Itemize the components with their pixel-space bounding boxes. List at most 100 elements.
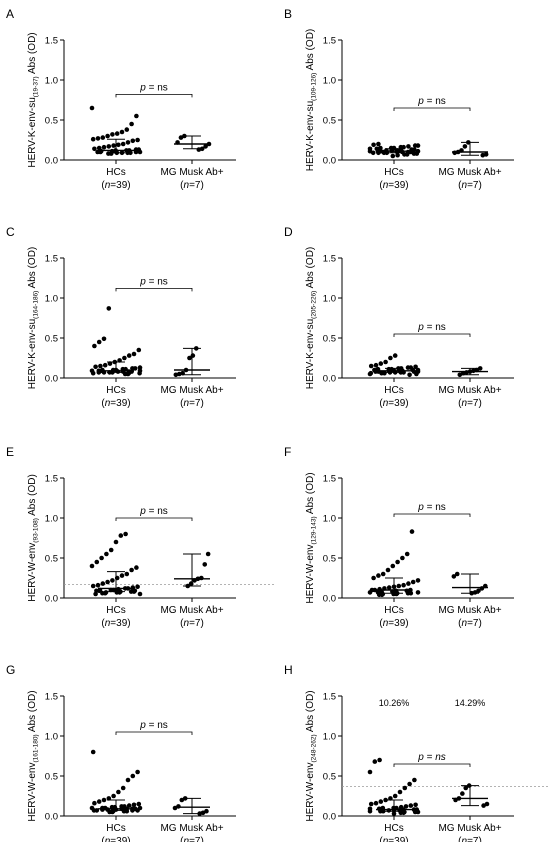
data-point	[402, 785, 408, 791]
n-paren-close: )	[200, 180, 203, 191]
p-symbol: p	[139, 276, 146, 287]
data-point	[126, 803, 132, 808]
n-equals: =	[467, 180, 473, 191]
x-tick-label: MG Musk Ab+	[160, 385, 223, 396]
x-tick-n-label: (n=7)	[458, 180, 482, 191]
data-point	[371, 142, 376, 148]
n-paren-open: (	[101, 180, 105, 191]
data-point	[131, 351, 137, 357]
n-symbol: n	[462, 618, 468, 629]
n-paren-close: )	[478, 180, 481, 191]
n-value: 7	[195, 618, 201, 629]
n-value: 7	[473, 836, 479, 842]
data-point	[123, 531, 128, 537]
panel-letter: H	[284, 663, 293, 677]
x-tick-label: MG Musk Ab+	[160, 167, 223, 178]
n-symbol: n	[383, 180, 389, 191]
data-point	[111, 143, 116, 148]
data-point	[113, 539, 119, 545]
data-point	[413, 364, 418, 370]
data-point	[100, 807, 105, 812]
data-point	[376, 141, 381, 147]
n-equals: =	[189, 618, 195, 629]
n-value: 7	[195, 836, 201, 842]
n-paren-open: (	[458, 398, 462, 409]
n-equals: =	[388, 836, 394, 842]
data-point	[457, 372, 463, 378]
p-value: ns	[157, 720, 168, 731]
data-point	[129, 567, 134, 573]
data-point	[94, 559, 100, 565]
data-point	[390, 153, 396, 159]
y-axis-title: HERV-K-env-su(164-186) Abs (OD)	[27, 247, 40, 390]
data-point	[90, 136, 96, 142]
data-point	[120, 141, 126, 147]
y-axis-title-subscript: (129-143)	[311, 516, 318, 544]
data-point	[91, 808, 97, 813]
y-tick-label: 0.0	[45, 812, 58, 823]
y-axis-title: HERV-K-env-su(109-126) Abs (OD)	[305, 29, 318, 172]
n-paren-open: (	[458, 836, 462, 842]
data-point	[370, 150, 376, 156]
data-point	[98, 363, 103, 369]
data-point	[376, 592, 382, 598]
significance-label: p = ns	[417, 96, 446, 107]
n-symbol: n	[184, 836, 190, 842]
n-equals: =	[467, 836, 473, 842]
panel-letter: C	[6, 225, 15, 239]
data-point	[405, 365, 411, 370]
n-value: 39	[394, 618, 406, 629]
x-tick-n-label: (n=39)	[379, 836, 408, 842]
x-tick-n-label: (n=39)	[379, 180, 408, 191]
data-point	[406, 581, 411, 586]
n-equals: =	[110, 618, 116, 629]
n-symbol: n	[184, 398, 190, 409]
data-point	[372, 759, 378, 764]
data-point	[403, 804, 409, 809]
y-tick-label: 1.0	[45, 76, 58, 87]
x-tick-n-label: (n=39)	[101, 836, 130, 842]
y-axis-title-unit: Abs (OD)	[305, 29, 316, 73]
data-point	[413, 802, 418, 808]
significance-bracket	[393, 333, 471, 337]
data-point	[114, 131, 120, 136]
data-point	[202, 562, 208, 567]
data-point	[373, 800, 379, 806]
data-point	[386, 808, 392, 813]
n-paren-close: )	[478, 618, 481, 629]
y-axis-title-unit: Abs (OD)	[305, 472, 316, 516]
data-point	[137, 365, 143, 370]
significance-label: p = ns	[417, 752, 446, 763]
x-tick-n-label: (n=39)	[101, 180, 130, 191]
n-value: 39	[116, 180, 128, 191]
data-point	[367, 371, 373, 377]
y-axis-title-subscript: (164-186)	[33, 291, 40, 319]
data-point	[136, 347, 142, 353]
x-tick-label: MG Musk Ab+	[438, 385, 501, 396]
panel-g: G HERV-W-env(161-180) Abs (OD) 0.0 0.5 1.0 1.…	[6, 663, 236, 842]
n-symbol: n	[105, 836, 111, 842]
n-paren-open: (	[180, 180, 184, 191]
n-symbol: n	[462, 398, 468, 409]
data-point	[388, 355, 393, 361]
y-axis-title: HERV-W-env(129-143) Abs (OD)	[305, 472, 318, 603]
data-point	[367, 808, 373, 814]
data-point	[106, 144, 112, 149]
significance-bracket	[115, 94, 193, 98]
n-paren-open: (	[458, 180, 462, 191]
x-tick-n-label: (n=39)	[101, 398, 130, 409]
data-point	[137, 149, 143, 155]
n-paren-open: (	[379, 180, 383, 191]
p-value: ns	[435, 96, 446, 107]
data-point	[129, 121, 134, 127]
data-point	[125, 140, 131, 145]
n-paren-close: )	[127, 836, 130, 842]
y-tick-label: 1.5	[45, 692, 58, 703]
n-symbol: n	[105, 180, 111, 191]
data-point	[92, 146, 97, 152]
significance-label: p = ns	[139, 720, 168, 731]
data-point	[106, 306, 112, 311]
p-equals: =	[424, 322, 435, 333]
data-point	[397, 789, 403, 795]
y-tick-label: 1.0	[323, 76, 336, 87]
